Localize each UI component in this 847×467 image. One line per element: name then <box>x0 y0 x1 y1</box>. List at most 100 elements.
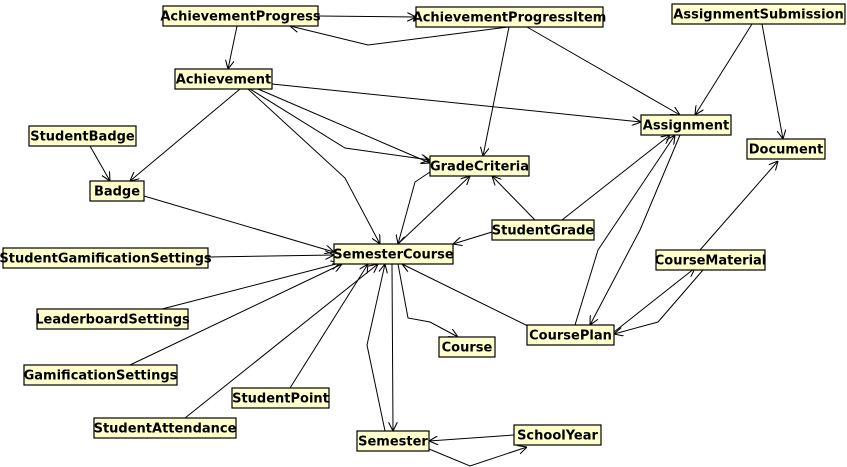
node-label: CourseMaterial <box>655 254 767 269</box>
node-label: GamificationSettings <box>24 369 178 384</box>
node-Badge[interactable]: Badge <box>89 180 145 202</box>
edge-CoursePlan-to-SemesterCourse <box>402 264 537 331</box>
edge-AchievementProgressItem-to-AchievementProgress <box>290 26 509 46</box>
edge-StudentBadge-to-Badge <box>89 145 110 181</box>
node-label: StudentPoint <box>232 392 329 407</box>
node-label: SchoolYear <box>517 429 598 444</box>
edge-SemesterCourse-to-Course <box>397 263 458 337</box>
node-Course[interactable]: Course <box>438 336 496 358</box>
node-box <box>333 243 454 265</box>
node-box <box>526 324 615 346</box>
node-StudentGamificationSettings[interactable]: StudentGamificationSettings <box>0 247 212 269</box>
node-Document[interactable]: Document <box>746 138 826 160</box>
node-box <box>429 155 530 177</box>
edge-AchievementProgressItem-to-GradeCriteria <box>483 26 510 156</box>
edge-AssignmentSubmission-to-Document <box>761 23 783 139</box>
node-box <box>28 125 137 147</box>
edge-StudentPoint-to-SemesterCourse <box>289 264 368 389</box>
node-box <box>655 249 766 271</box>
edge-Badge-to-SemesterCourse <box>143 195 334 252</box>
node-StudentGrade[interactable]: StudentGrade <box>491 219 595 241</box>
node-label: AchievementProgress <box>160 10 321 25</box>
node-box <box>2 247 209 269</box>
node-box <box>356 430 430 452</box>
edge-AssignmentSubmission-to-Assignment <box>695 23 753 115</box>
node-label: SemesterCourse <box>333 248 454 263</box>
edge-StudentGrade-to-Assignment <box>561 135 670 221</box>
node-box <box>93 417 237 439</box>
node-label: Course <box>442 341 493 356</box>
node-CourseMaterial[interactable]: CourseMaterial <box>655 249 767 271</box>
node-CoursePlan[interactable]: CoursePlan <box>526 324 615 346</box>
node-AchievementProgressItem[interactable]: AchievementProgressItem <box>413 6 607 28</box>
edge-GamificationSettings-to-SemesterCourse <box>129 264 342 366</box>
edge-Achievement-to-SemesterCourse <box>247 88 380 244</box>
node-StudentBadge[interactable]: StudentBadge <box>28 125 137 147</box>
node-label: Achievement <box>176 73 271 88</box>
node-SchoolYear[interactable]: SchoolYear <box>513 424 602 446</box>
node-label: Badge <box>94 185 140 200</box>
edge-Semester-to-SemesterCourse <box>366 264 385 432</box>
node-label: CoursePlan <box>529 329 612 344</box>
edge-SchoolYear-to-Semester <box>429 434 515 441</box>
node-StudentPoint[interactable]: StudentPoint <box>231 387 330 409</box>
node-AchievementProgress[interactable]: AchievementProgress <box>160 5 321 27</box>
edge-LeaderboardSettings-to-SemesterCourse <box>161 263 340 310</box>
node-box <box>491 219 595 241</box>
edge-Semester-to-SchoolYear <box>428 447 527 467</box>
node-label: StudentGrade <box>492 224 595 239</box>
edge-StudentGrade-to-SemesterCourse <box>453 231 493 244</box>
node-SemesterCourse[interactable]: SemesterCourse <box>333 243 454 265</box>
node-GamificationSettings[interactable]: GamificationSettings <box>23 364 178 386</box>
node-AssignmentSubmission[interactable]: AssignmentSubmission <box>671 3 846 25</box>
node-Assignment[interactable]: Assignment <box>640 114 732 136</box>
edge-CourseMaterial-to-CoursePlan <box>614 269 704 334</box>
edge-StudentGamificationSettings-to-SemesterCourse <box>207 255 334 257</box>
edge-Achievement-to-Assignment <box>271 83 641 122</box>
edge-StudentGrade-to-GradeCriteria <box>492 176 536 221</box>
edge-Achievement-to-GradeCriteria <box>249 88 430 160</box>
edge-CoursePlan-to-CourseMaterial <box>613 268 695 333</box>
node-label: StudentGamificationSettings <box>0 252 212 267</box>
edge-AchievementProgress-to-Achievement <box>228 25 238 69</box>
node-LeaderboardSettings[interactable]: LeaderboardSettings <box>35 308 190 330</box>
node-Semester[interactable]: Semester <box>356 430 430 452</box>
edge-Achievement-to-GradeCriteria <box>257 88 430 163</box>
edge-SemesterCourse-to-GradeCriteria <box>397 176 470 245</box>
node-GradeCriteria[interactable]: GradeCriteria <box>429 155 530 177</box>
node-box <box>36 308 189 330</box>
nodes-layer: AchievementProgress AchievementProgressIt… <box>0 3 846 452</box>
node-box <box>23 364 178 386</box>
node-Achievement[interactable]: Achievement <box>174 68 273 90</box>
node-label: AssignmentSubmission <box>673 8 843 23</box>
node-box <box>415 6 604 28</box>
node-box <box>513 424 602 446</box>
edge-Achievement-to-Badge <box>130 88 241 181</box>
node-StudentAttendance[interactable]: StudentAttendance <box>93 417 237 439</box>
edge-CoursePlan-to-Assignment <box>574 135 675 326</box>
edge-StudentAttendance-to-SemesterCourse <box>184 264 378 419</box>
node-box <box>746 138 826 160</box>
edge-GradeCriteria-to-SemesterCourse <box>398 171 431 244</box>
node-box <box>89 180 145 202</box>
node-box <box>231 387 330 409</box>
edge-AchievementProgressItem-to-Assignment <box>526 26 680 115</box>
node-box <box>438 336 496 358</box>
node-box <box>174 68 273 90</box>
node-label: LeaderboardSettings <box>35 313 190 328</box>
node-label: StudentAttendance <box>94 422 237 437</box>
node-box <box>671 3 846 25</box>
node-box <box>162 5 319 27</box>
edge-SemesterCourse-to-Semester <box>392 263 393 431</box>
node-label: StudentBadge <box>30 130 135 145</box>
node-label: Assignment <box>643 119 729 134</box>
edges-layer <box>89 16 783 467</box>
node-label: Semester <box>358 435 428 450</box>
node-box <box>640 114 732 136</box>
edge-AchievementProgress-to-AchievementProgressItem <box>317 16 416 17</box>
edge-Assignment-to-CoursePlan <box>590 134 681 325</box>
node-label: GradeCriteria <box>430 160 529 175</box>
node-label: Document <box>749 143 824 158</box>
edge-CourseMaterial-to-Document <box>699 161 778 251</box>
